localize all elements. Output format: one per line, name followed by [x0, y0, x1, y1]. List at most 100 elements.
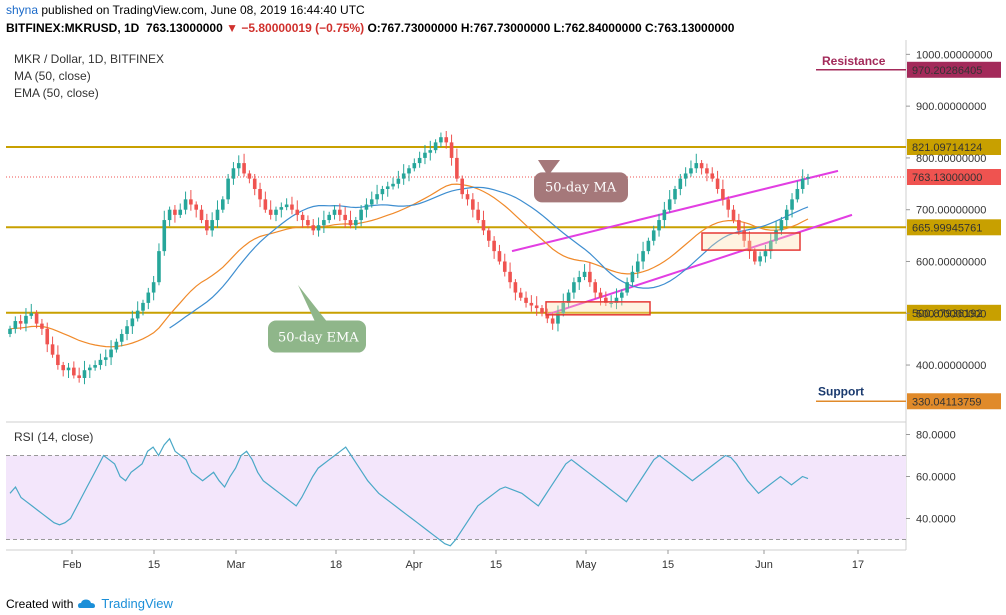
candle: [518, 287, 523, 301]
candle-body: [24, 315, 28, 324]
candle: [109, 340, 113, 366]
header-published: shyna published on TradingView.com, June…: [6, 3, 365, 17]
candle: [508, 262, 512, 289]
candle: [29, 303, 34, 319]
candle-body: [545, 313, 550, 319]
rsi-band: [6, 455, 906, 540]
candle: [56, 345, 60, 370]
candle-body: [231, 168, 236, 179]
candle: [189, 190, 193, 211]
candle: [375, 184, 379, 205]
candle: [242, 153, 246, 177]
candle-body: [354, 220, 358, 226]
candle: [737, 213, 741, 236]
candle-body: [29, 313, 34, 316]
candle: [417, 151, 422, 168]
level-tag-0: [907, 61, 1001, 78]
price-axis[interactable]: 1000.00000000 900.00000000 800.00000000 700…: [906, 49, 992, 372]
candle-body: [800, 178, 805, 189]
candle: [433, 139, 438, 154]
candle-body: [407, 168, 411, 174]
candle-body: [316, 225, 321, 231]
candle-body: [221, 199, 225, 210]
candle: [332, 205, 337, 220]
channel-lower-line: [547, 213, 853, 316]
candle: [502, 253, 507, 277]
resistance-label: Resistance: [822, 54, 886, 68]
candle: [316, 217, 321, 237]
tradingview-brand[interactable]: TradingView: [101, 596, 173, 611]
candle-body: [423, 152, 427, 158]
candle-body: [487, 230, 491, 241]
ema-50-line: [9, 183, 809, 348]
candle-body: [391, 183, 395, 187]
price-change: −5.80000019 (−0.75%): [241, 21, 365, 35]
candle: [428, 140, 433, 161]
candle: [167, 206, 172, 227]
candle: [806, 173, 810, 185]
candle: [263, 191, 268, 213]
candle-body: [109, 349, 113, 358]
candle: [694, 153, 699, 173]
candle-body: [540, 308, 544, 314]
candle-body: [252, 178, 257, 189]
candle-body: [236, 163, 241, 169]
ma-line: [169, 186, 809, 329]
candle-body: [582, 271, 587, 278]
candle-body: [13, 321, 18, 329]
candle: [13, 316, 18, 334]
candle-body: [747, 240, 752, 252]
candle: [731, 205, 736, 224]
candle-body: [290, 204, 294, 210]
candle: [726, 196, 730, 218]
candle-body: [242, 163, 246, 174]
candle: [396, 170, 401, 189]
candle: [497, 244, 502, 265]
candle-body: [369, 199, 374, 205]
candle: [173, 205, 177, 223]
candle: [635, 253, 640, 279]
time-tick-label-5: 15: [490, 559, 502, 571]
candle: [98, 353, 103, 370]
candle: [130, 310, 135, 334]
candle-body: [215, 209, 220, 221]
publisher-name[interactable]: shyna: [6, 3, 39, 17]
annotations: 50-day MA 50-day EMA: [268, 160, 628, 353]
candle: [577, 270, 582, 290]
candle-body: [518, 292, 523, 298]
ascending-channel: [511, 169, 853, 316]
candle: [199, 205, 204, 224]
candle-body: [194, 204, 198, 210]
ema-callout-bubble: [268, 320, 366, 353]
candle-body: [327, 214, 331, 221]
candle-body: [630, 271, 635, 283]
time-axis[interactable]: Feb 15 Mar 18 Apr 15 May 15 Jun 17: [63, 550, 865, 571]
candle-body: [614, 297, 619, 303]
candle-body: [534, 305, 539, 309]
candle: [226, 173, 230, 205]
candle: [34, 310, 39, 329]
candle-body: [146, 292, 151, 303]
candle: [641, 241, 645, 270]
candle: [82, 360, 87, 385]
candle: [646, 237, 651, 255]
candle: [481, 210, 486, 236]
candle: [460, 175, 464, 199]
rsi-pane[interactable]: 80.0000 60.0000 40.0000 RSI (14, close): [6, 430, 956, 547]
candle: [561, 293, 566, 317]
level-value-2: 763.13000000: [912, 172, 982, 184]
candle-body: [444, 137, 449, 143]
candle-body: [731, 209, 736, 221]
candle: [290, 196, 294, 215]
candle-body: [359, 209, 363, 221]
candle-body: [45, 328, 50, 345]
candle: [178, 203, 183, 218]
candle-body: [103, 357, 108, 360]
candle-body: [119, 333, 124, 342]
candle-body: [492, 240, 496, 252]
price-chart[interactable]: Resistance 970.20286405 821.09714124 763.13…: [0, 40, 1006, 585]
tradingview-cloud-icon: [78, 599, 96, 608]
candle-body: [737, 220, 741, 231]
candle: [444, 130, 449, 149]
candle: [258, 182, 262, 208]
